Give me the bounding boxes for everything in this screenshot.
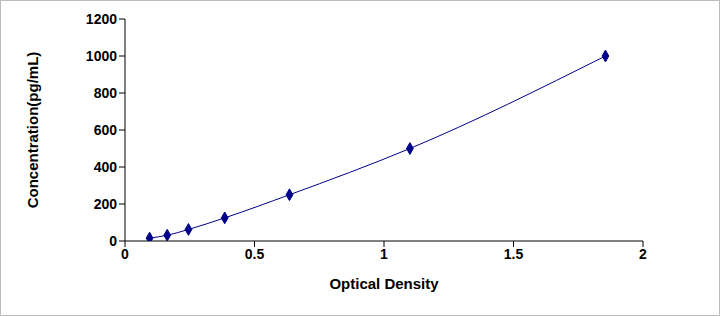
svg-text:2: 2 [639, 246, 647, 262]
svg-text:200: 200 [94, 196, 118, 212]
svg-text:0: 0 [109, 233, 117, 249]
svg-text:400: 400 [94, 159, 118, 175]
svg-text:1000: 1000 [86, 48, 117, 64]
svg-text:600: 600 [94, 122, 118, 138]
svg-text:1200: 1200 [86, 11, 117, 27]
svg-text:1.5: 1.5 [504, 246, 524, 262]
svg-text:800: 800 [94, 85, 118, 101]
svg-text:Concentration(pg/mL): Concentration(pg/mL) [24, 52, 41, 209]
svg-text:0.5: 0.5 [245, 246, 265, 262]
svg-text:0: 0 [121, 246, 129, 262]
svg-text:1: 1 [380, 246, 388, 262]
svg-text:Optical Density: Optical Density [329, 275, 439, 292]
